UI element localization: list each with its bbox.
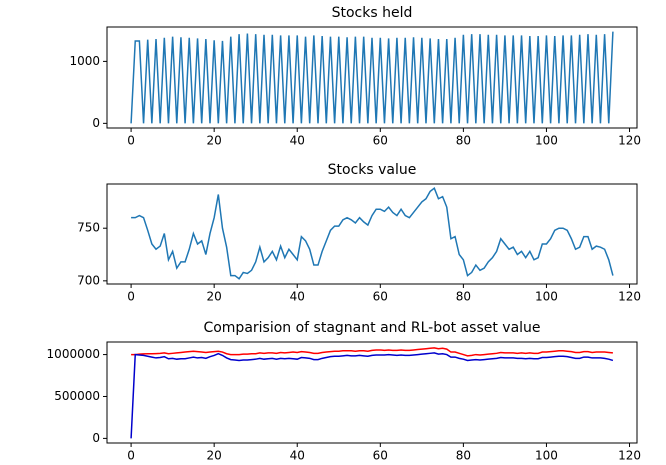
x-tick-label: 80 <box>456 290 471 304</box>
axes-frame <box>106 183 638 285</box>
x-tick-label: 20 <box>207 134 222 148</box>
x-tick-label: 80 <box>456 449 471 463</box>
axes-frame <box>106 341 638 444</box>
x-tick-label: 120 <box>618 449 641 463</box>
line-series <box>130 352 614 439</box>
line-series <box>131 347 613 357</box>
x-tick-label: 60 <box>373 134 388 148</box>
x-tick-label: 100 <box>535 134 558 148</box>
x-tick-label: 100 <box>535 290 558 304</box>
x-tick-label: 0 <box>127 134 135 148</box>
y-tick-label: 750 <box>77 221 100 235</box>
x-tick-label: 20 <box>207 290 222 304</box>
y-tick-label: 0 <box>92 431 100 445</box>
chart-title: Comparision of stagnant and RL-bot asset… <box>203 320 540 336</box>
x-tick-label: 120 <box>618 134 641 148</box>
y-tick-label: 1000000 <box>47 347 100 361</box>
x-tick-label: 60 <box>373 290 388 304</box>
line-series <box>131 187 614 280</box>
x-tick-label: 20 <box>207 449 222 463</box>
x-tick-label: 0 <box>127 449 135 463</box>
y-tick-label: 700 <box>77 273 100 287</box>
x-tick-label: 0 <box>127 290 135 304</box>
x-tick-label: 60 <box>373 449 388 463</box>
x-tick-label: 120 <box>618 290 641 304</box>
x-tick-label: 40 <box>290 290 305 304</box>
x-tick-label: 100 <box>535 449 558 463</box>
y-tick-label: 0 <box>92 116 100 130</box>
y-tick-label: 500000 <box>54 389 100 403</box>
x-tick-label: 40 <box>290 134 305 148</box>
axes-frame <box>106 26 638 129</box>
line-series <box>130 31 614 124</box>
chart-title: Stocks held <box>332 5 413 21</box>
y-tick-label: 1000 <box>69 54 100 68</box>
x-tick-label: 40 <box>290 449 305 463</box>
chart-title: Stocks value <box>328 162 417 178</box>
x-tick-label: 80 <box>456 134 471 148</box>
